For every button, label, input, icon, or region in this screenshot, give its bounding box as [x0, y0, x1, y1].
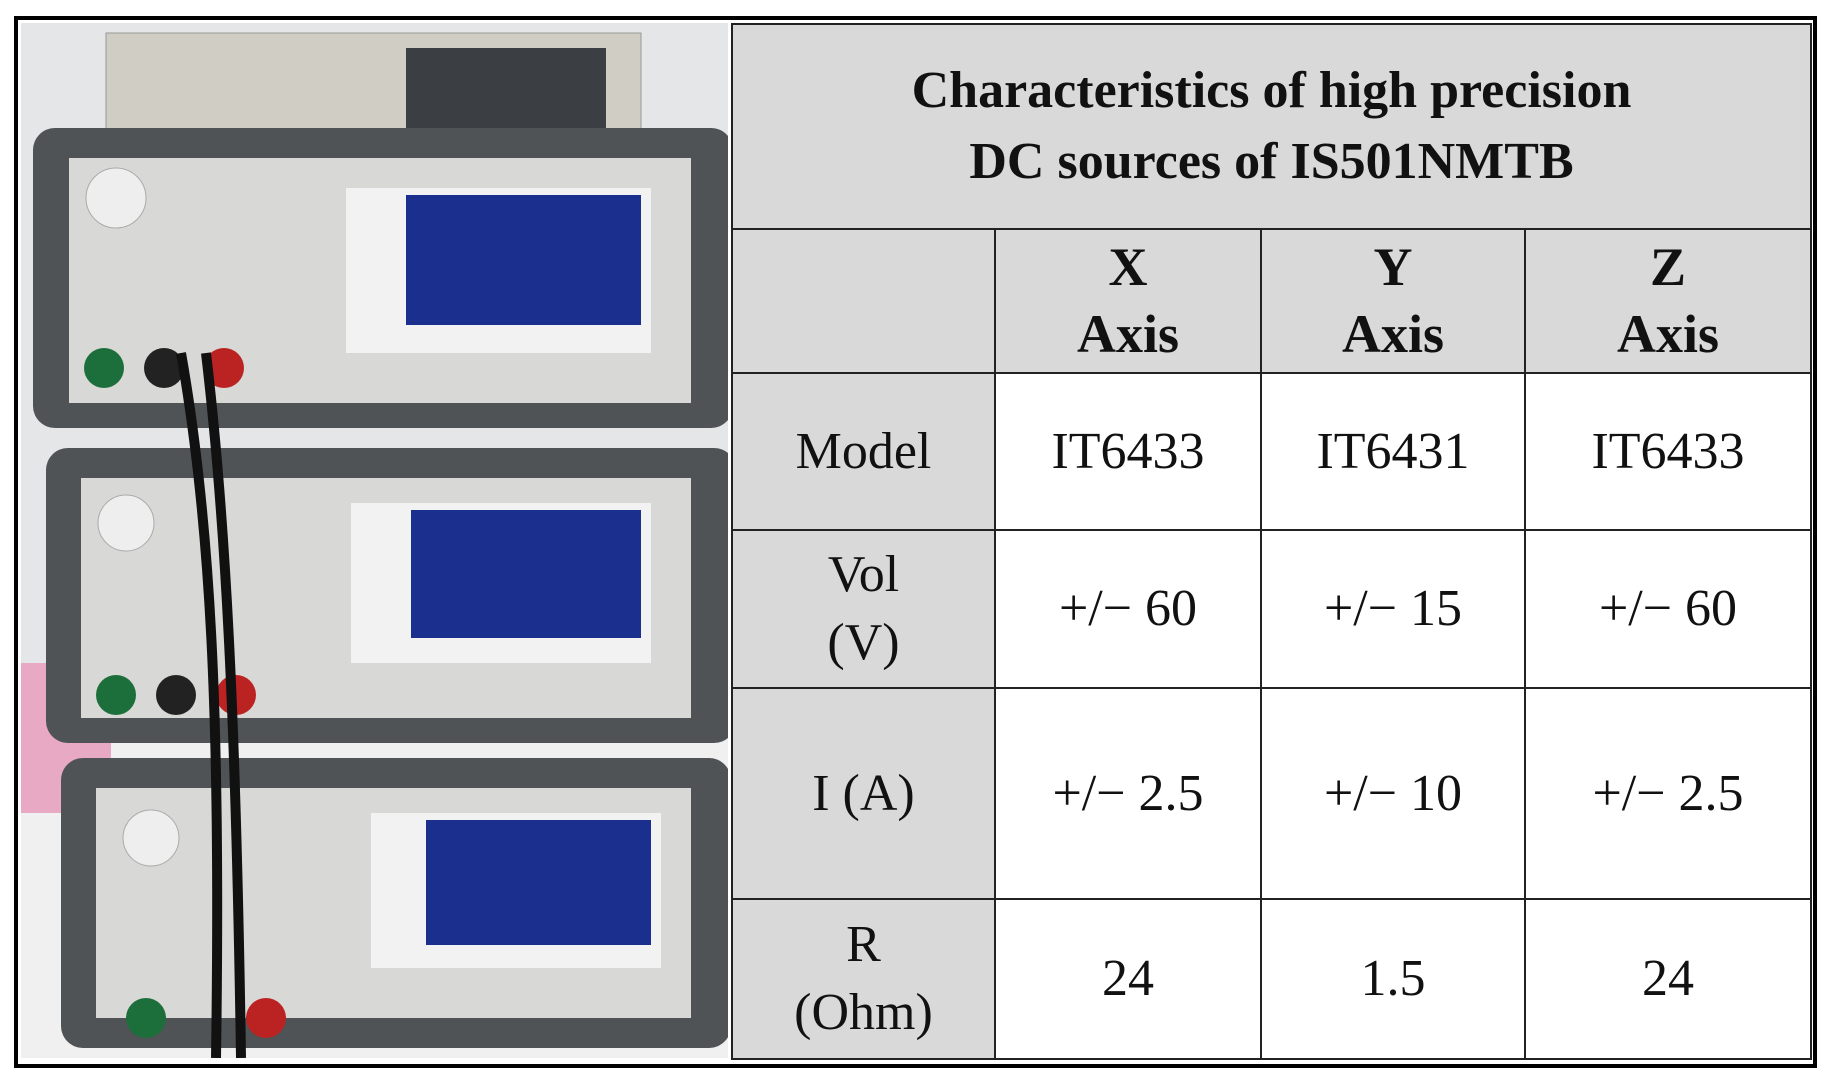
cell-value: +/− 2.5	[1592, 764, 1744, 822]
value-cell: +/− 10	[1260, 687, 1526, 900]
value-cell: IT6433	[994, 372, 1262, 531]
title-line: DC sources of IS501NMTB	[969, 132, 1574, 190]
row-label-line: (V)	[827, 614, 900, 671]
cell-value: 24	[1642, 950, 1694, 1008]
device-3	[61, 758, 728, 1048]
row-label-line: (Ohm)	[794, 984, 933, 1041]
corner-cell	[731, 228, 996, 374]
value-cell: +/− 15	[1260, 529, 1526, 689]
value-cell: 24	[994, 898, 1262, 1060]
axis-letter: Y	[1373, 236, 1413, 297]
value-cell: +/− 60	[1524, 529, 1812, 689]
value-cell: +/− 2.5	[994, 687, 1262, 900]
cell-value: +/− 60	[1058, 580, 1198, 638]
cell-value: +/− 2.5	[1052, 764, 1204, 822]
axis-letter: X	[1108, 236, 1148, 297]
axis-word: Axis	[1076, 304, 1179, 364]
row-label: R (Ohm)	[731, 898, 996, 1060]
cell-value: IT6431	[1316, 422, 1470, 480]
cell-value: +/− 60	[1598, 580, 1738, 638]
value-cell: 1.5	[1260, 898, 1526, 1060]
row-label: Model	[731, 372, 996, 531]
device-1	[33, 128, 728, 428]
cell-value: IT6433	[1591, 422, 1745, 480]
row-label: Vol (V)	[731, 529, 996, 689]
column-header: X Axis	[994, 228, 1262, 374]
cell-value: +/− 10	[1323, 764, 1463, 822]
value-cell: +/− 2.5	[1524, 687, 1812, 900]
value-cell: IT6433	[1524, 372, 1812, 531]
row-label: I (A)	[731, 687, 996, 900]
value-cell: +/− 60	[994, 529, 1262, 689]
cell-value: IT6433	[1051, 422, 1205, 480]
row-label-line: R	[846, 916, 881, 974]
title-cell: Characteristics of high precision DC sour…	[731, 23, 1812, 230]
title-line: Characteristics of high precision	[911, 62, 1632, 120]
axis-letter: Z	[1649, 236, 1687, 297]
row-label-line: Vol	[827, 546, 900, 604]
axis-word: Axis	[1341, 304, 1444, 364]
axis-word: Axis	[1616, 304, 1719, 364]
column-header: Y Axis	[1260, 228, 1526, 374]
value-cell: 24	[1524, 898, 1812, 1060]
row-label-line: Model	[795, 422, 932, 480]
cell-value: +/− 15	[1323, 580, 1463, 638]
cell-value: 1.5	[1360, 950, 1426, 1008]
value-cell: IT6431	[1260, 372, 1526, 531]
row-label-line: I (A)	[812, 764, 915, 822]
device-2	[46, 448, 728, 743]
column-header: Z Axis	[1524, 228, 1812, 374]
cell-value: 24	[1102, 950, 1154, 1008]
photo	[21, 23, 728, 1058]
